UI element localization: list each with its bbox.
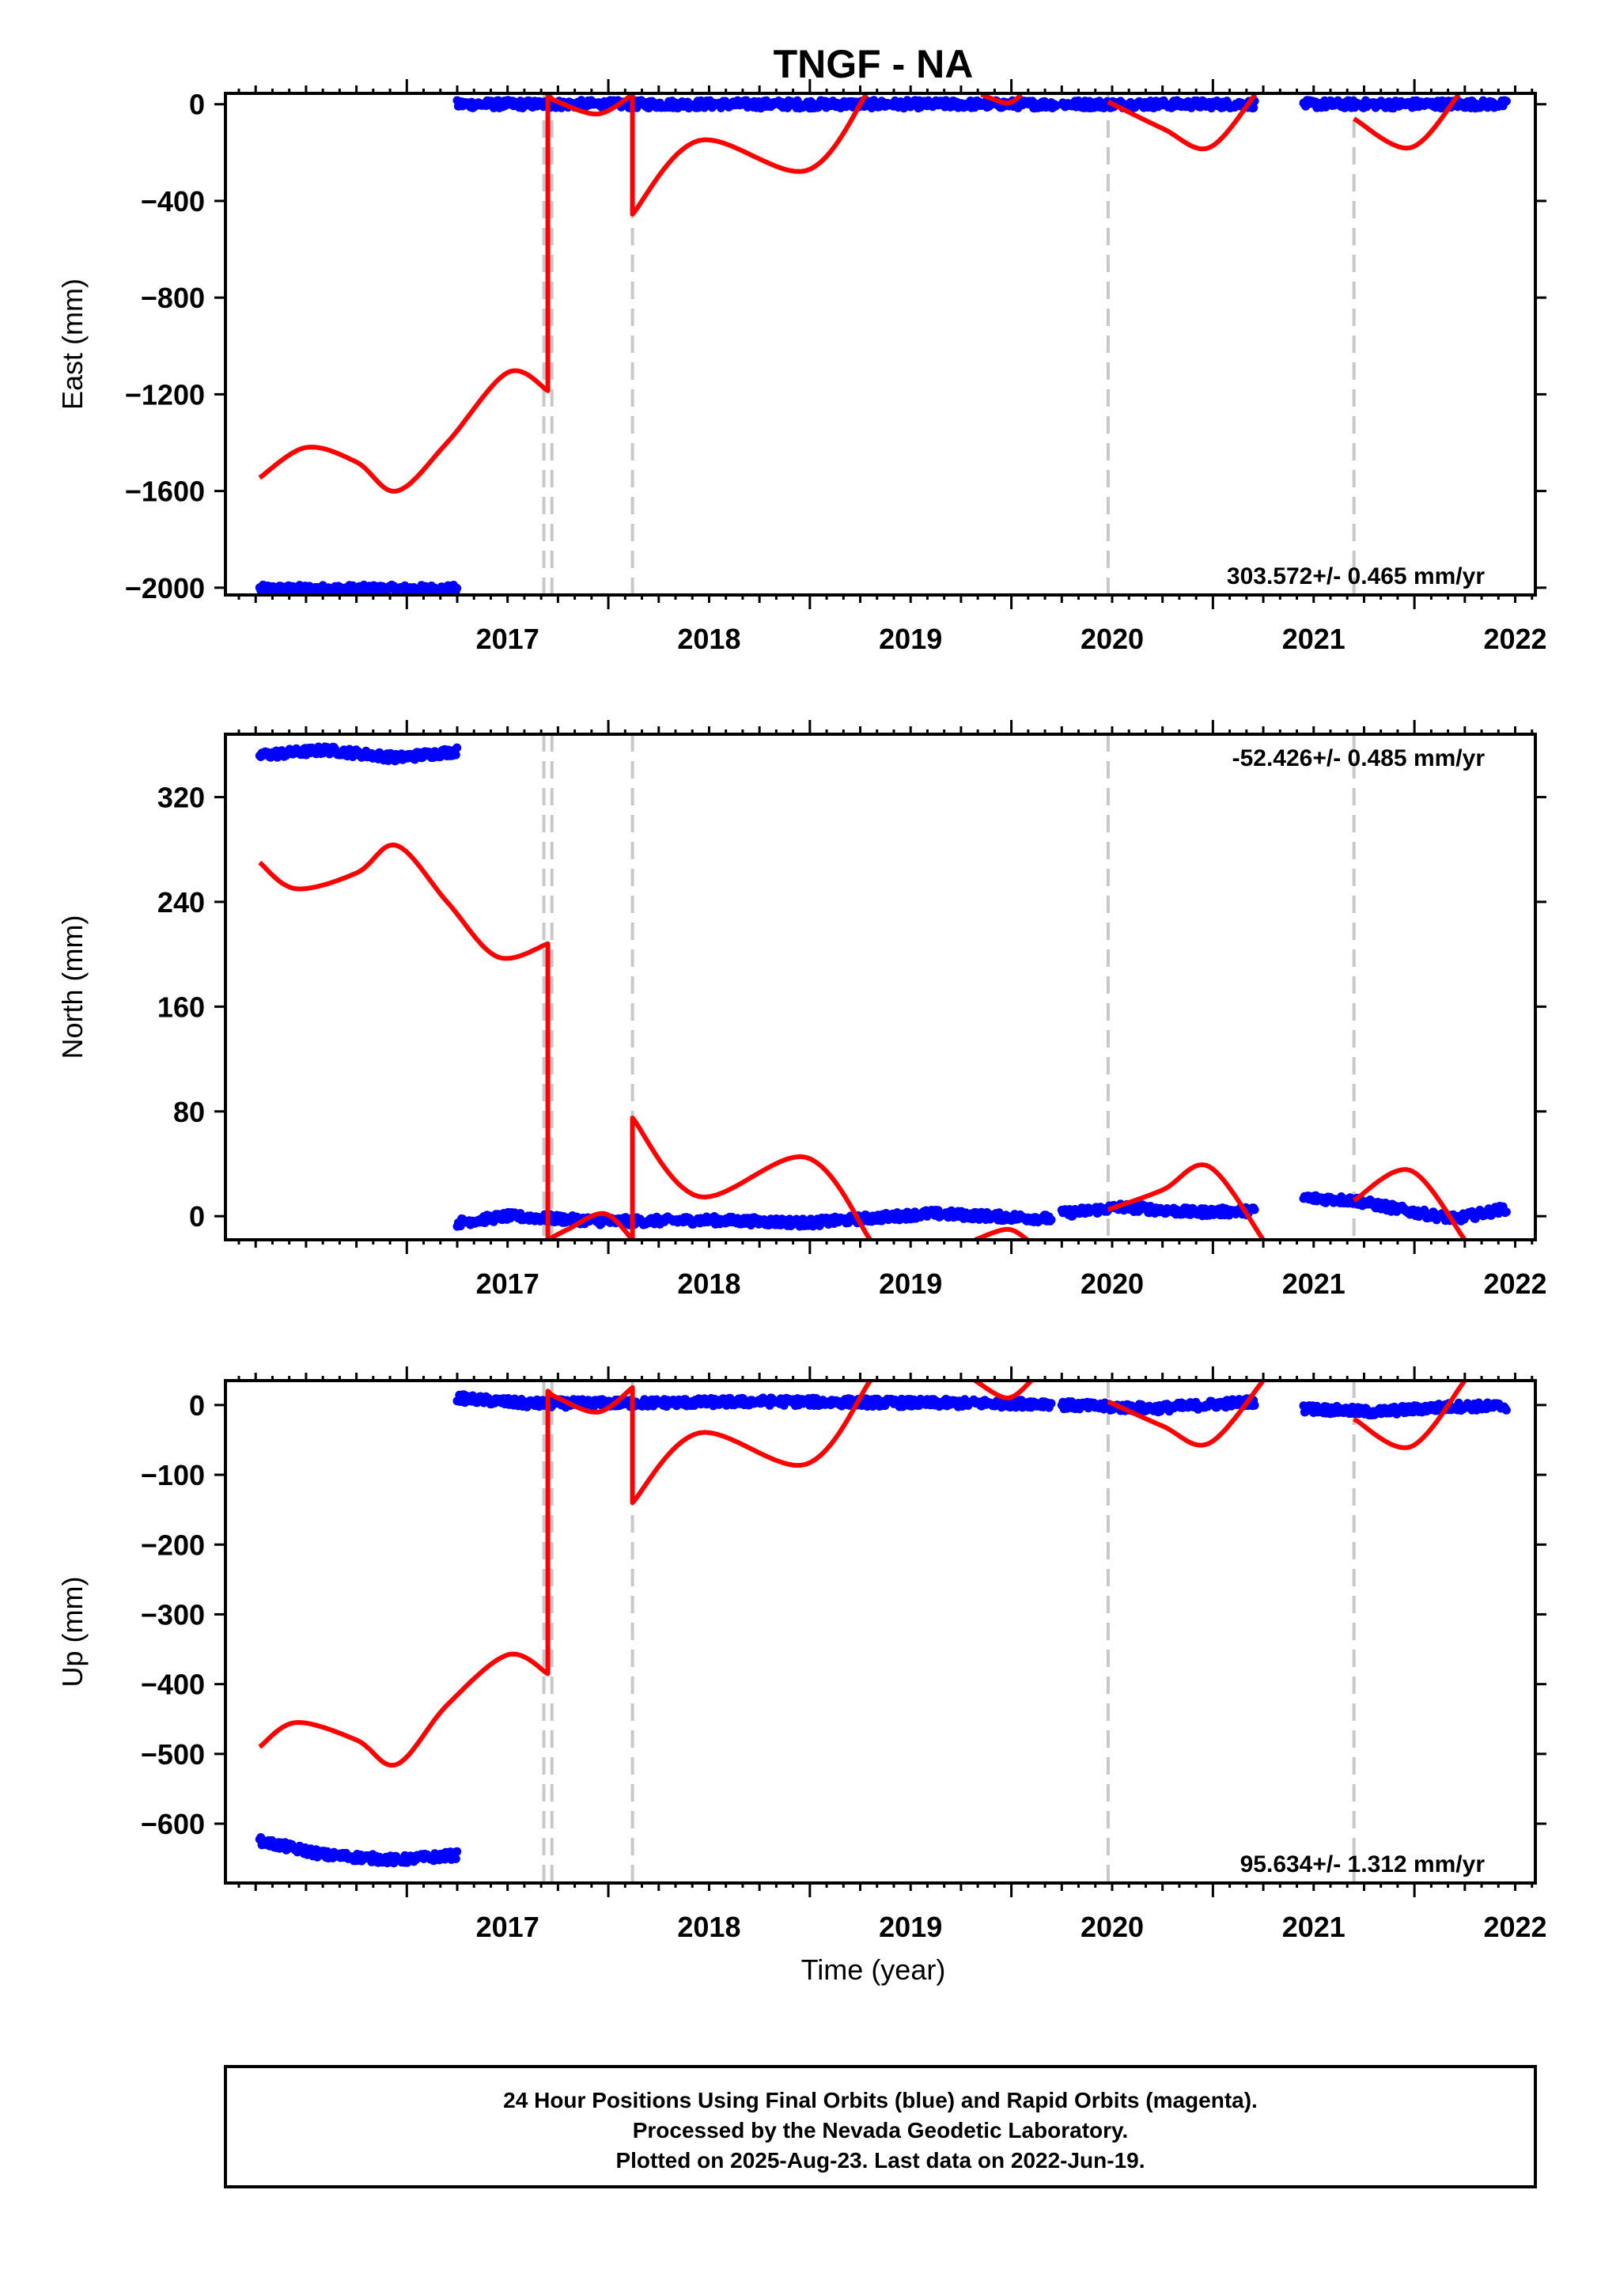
- y-tick-label: −600: [141, 1808, 205, 1840]
- data-point: [1501, 1405, 1511, 1415]
- y-tick-label: 320: [157, 781, 205, 813]
- x-tick-label: 2017: [476, 1911, 539, 1943]
- model-curve: [258, 93, 869, 494]
- footer-box: 24 Hour Positions Using Final Orbits (bl…: [224, 2065, 1537, 2188]
- footer-line-3: Plotted on 2025-Aug-23. Last data on 202…: [615, 2148, 1145, 2173]
- x-tick-label: 2022: [1483, 623, 1546, 655]
- y-tick-label: −1200: [125, 378, 205, 411]
- panel-frame: [224, 92, 1537, 597]
- data-point: [451, 750, 460, 760]
- y-axis-label: North (mm): [56, 915, 89, 1059]
- footer-line-1: 24 Hour Positions Using Final Orbits (bl…: [503, 2088, 1258, 2112]
- data-point: [1250, 1205, 1259, 1214]
- model-curve: [974, 1226, 1030, 1240]
- data-points: [255, 1390, 1511, 1868]
- x-tick-label: 2018: [677, 1911, 740, 1943]
- y-tick-label: −200: [141, 1529, 205, 1561]
- x-tick-label: 2017: [476, 1267, 539, 1300]
- model-curve: [974, 1381, 1033, 1400]
- data-point: [1249, 103, 1258, 112]
- panel-north: 320 240 160 80 0 2017 2018 2019 2020 2021 2022 Nort…: [56, 720, 1547, 1300]
- data-point: [452, 743, 462, 752]
- data-point: [1501, 1207, 1511, 1217]
- data-points: [255, 742, 1511, 1231]
- y-axis-label: Up (mm): [56, 1577, 89, 1688]
- x-tick-label: 2021: [1282, 1911, 1346, 1943]
- model-curve: [1107, 1381, 1266, 1448]
- y-tick-label: −800: [141, 282, 205, 314]
- y-tick-label: 0: [189, 1200, 205, 1233]
- x-tick-label: 2020: [1081, 1267, 1144, 1300]
- data-point: [452, 584, 462, 593]
- model-curve: [1353, 1381, 1467, 1450]
- y-tick-label: −300: [141, 1598, 205, 1631]
- y-tick-label: 0: [189, 1389, 205, 1422]
- y-tick-label: 80: [173, 1096, 205, 1128]
- data-point: [451, 1854, 460, 1863]
- data-point: [452, 1847, 462, 1856]
- chart-title: TNGF - NA: [774, 42, 974, 86]
- model-curves: [258, 843, 1467, 1240]
- x-tick-label: 2020: [1081, 623, 1144, 655]
- y-tick-label: −100: [141, 1459, 205, 1491]
- data-point: [1250, 1400, 1259, 1410]
- x-tick-label: 2019: [879, 1911, 942, 1943]
- y-tick-label: −400: [141, 185, 205, 218]
- model-curve: [1107, 93, 1258, 152]
- y-tick-label: 240: [157, 886, 205, 919]
- data-points: [255, 96, 1511, 595]
- x-tick-label: 2021: [1282, 1267, 1346, 1300]
- model-curve: [1107, 1162, 1266, 1240]
- rate-label: 303.572+/- 0.465 mm/yr: [1227, 563, 1485, 589]
- y-tick-label: −2000: [125, 572, 205, 604]
- x-tick-label: 2022: [1483, 1267, 1546, 1300]
- model-curve: [979, 93, 1024, 106]
- model-curves: [258, 93, 1461, 494]
- x-tick-label: 2019: [879, 1267, 942, 1300]
- rate-label: 95.634+/- 1.312 mm/yr: [1240, 1851, 1486, 1877]
- data-point: [1047, 1215, 1056, 1225]
- model-curve: [1353, 93, 1461, 151]
- data-point: [1047, 1399, 1056, 1408]
- y-tick-label: −400: [141, 1669, 205, 1701]
- x-tick-label: 2017: [476, 623, 539, 655]
- x-tick-label: 2020: [1081, 1911, 1144, 1943]
- y-tick-label: −1600: [125, 475, 205, 508]
- panel-up: 0 −100 −200 −300 −400 −500 −600 2017 2018 2019 202…: [56, 1366, 1547, 1943]
- x-tick-label: 2018: [677, 623, 740, 655]
- y-tick-label: 160: [157, 991, 205, 1023]
- y-tick-label: −500: [141, 1738, 205, 1771]
- x-axis-label: Time (year): [801, 1953, 946, 1986]
- rate-label: -52.426+/- 0.485 mm/yr: [1232, 745, 1486, 771]
- footer-frame: [224, 2065, 1537, 2188]
- y-axis-label: East (mm): [56, 278, 89, 410]
- x-tick-label: 2019: [879, 623, 942, 655]
- model-curve: [258, 843, 872, 1240]
- x-tick-label: 2018: [677, 1267, 740, 1300]
- y-tick-label: 0: [189, 89, 205, 121]
- panel-frame: [224, 733, 1537, 1241]
- panel-frame: [224, 1379, 1537, 1885]
- x-tick-label: 2021: [1282, 623, 1346, 655]
- x-tick-label: 2022: [1483, 1911, 1546, 1943]
- data-point: [1501, 97, 1511, 106]
- footer-line-2: Processed by the Nevada Geodetic Laborat…: [633, 2118, 1129, 2143]
- model-curve: [258, 1381, 872, 1768]
- model-curve: [1353, 1167, 1467, 1240]
- model-curves: [258, 1381, 1467, 1768]
- panel-east: 0 −400 −800 −1200 −1600 −2000 2017 2018 2019 2020…: [56, 79, 1547, 655]
